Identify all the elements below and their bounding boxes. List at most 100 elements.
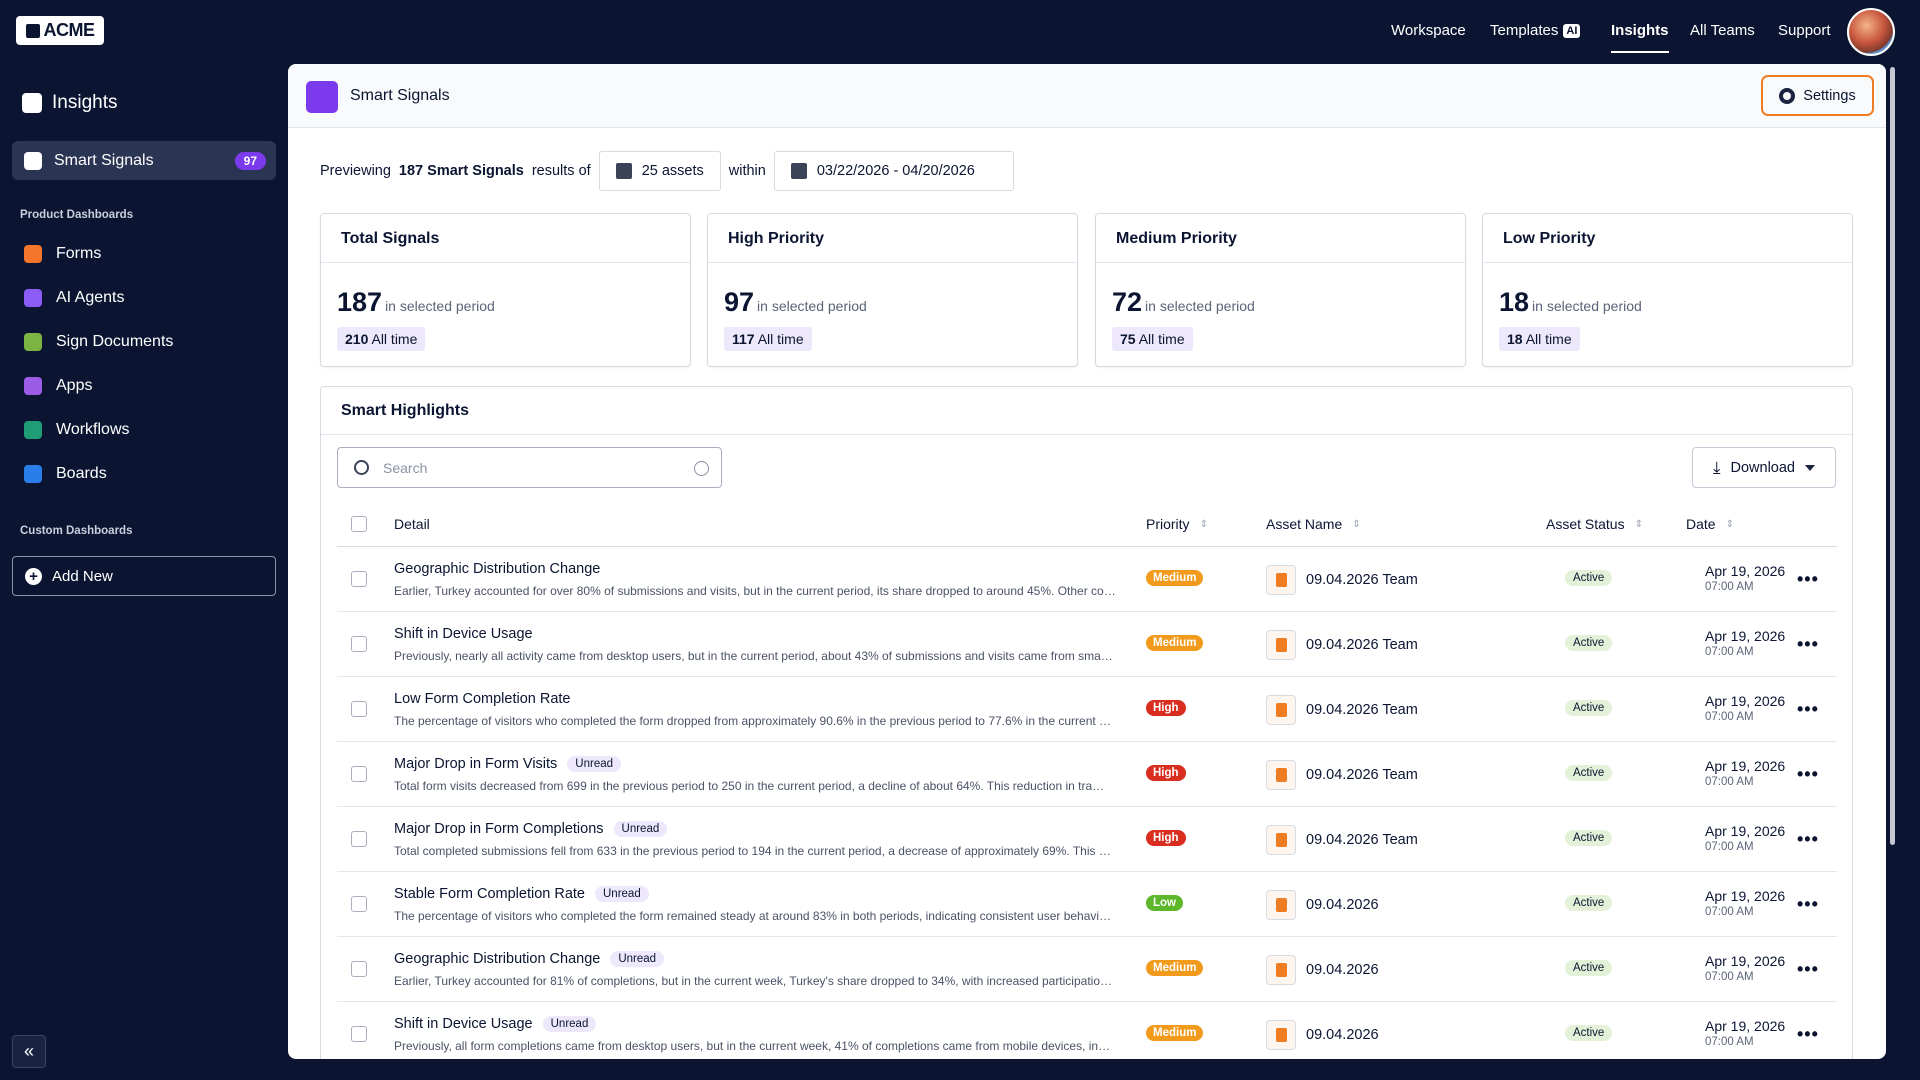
date-picker[interactable]: 03/22/2026 - 04/20/2026 <box>773 151 1014 191</box>
scrollbar[interactable] <box>1890 67 1895 845</box>
column-label: Detail <box>394 516 430 532</box>
text: Previewing <box>320 163 391 179</box>
nav-link[interactable]: Insights <box>1611 22 1669 53</box>
picker-label: 25 assets <box>641 163 704 179</box>
period: in selected period <box>1145 298 1255 314</box>
section-heading: Product Dashboards <box>20 209 134 221</box>
row-checkbox[interactable] <box>351 766 367 782</box>
collapse-button[interactable]: « <box>12 1035 46 1068</box>
priority-badge: High <box>1146 830 1186 846</box>
row-checkbox[interactable] <box>351 961 367 977</box>
table-row[interactable]: Geographic Distribution Change Unread Earl… <box>337 937 1837 1002</box>
row-title: Low Form Completion Rate <box>394 691 571 707</box>
table-row[interactable]: Major Drop in Form Visits Unread Total for… <box>337 742 1837 807</box>
avatar[interactable] <box>1847 8 1895 56</box>
row-checkbox[interactable] <box>351 701 367 717</box>
asset-icon <box>1266 955 1296 985</box>
sidebar-item[interactable]: Workflows <box>24 421 130 439</box>
row-title: Major Drop in Form Visits Unread <box>394 756 622 772</box>
title-text: Major Drop in Form Completions <box>394 821 604 837</box>
row-menu[interactable]: ••• <box>1797 829 1819 849</box>
section-heading: Custom Dashboards <box>20 525 133 537</box>
add-new-button[interactable]: + Add New <box>12 556 276 596</box>
sidebar-item[interactable]: Boards <box>24 465 107 483</box>
title-text: Geographic Distribution Change <box>394 561 601 577</box>
row-description: Previously, nearly all activity came fro… <box>394 649 1113 663</box>
nav-link[interactable]: Support <box>1778 22 1831 39</box>
row-menu[interactable]: ••• <box>1797 764 1819 784</box>
table-row[interactable]: Stable Form Completion Rate Unread The per… <box>337 872 1837 937</box>
row-checkbox[interactable] <box>351 831 367 847</box>
assets-picker[interactable]: 25 assets <box>598 151 721 191</box>
row-description: The percentage of visitors who completed… <box>394 714 1112 728</box>
all-time-value: 210 <box>345 331 369 347</box>
card-divider <box>321 262 690 263</box>
title-text: Geographic Distribution Change <box>394 951 601 967</box>
sidebar-item[interactable]: Sign Documents <box>24 333 173 351</box>
text: within <box>728 163 766 179</box>
nav-link[interactable]: All Teams <box>1690 22 1755 39</box>
nav-label: Workspace <box>1391 22 1466 39</box>
all-time-label: All time <box>1138 331 1185 347</box>
period: in selected period <box>1532 298 1642 314</box>
nav-link[interactable]: Workspace <box>1391 22 1466 39</box>
sidebar-item[interactable]: Forms <box>24 245 101 263</box>
nav-link[interactable]: Templates AI <box>1490 22 1581 39</box>
priority-badge: Medium <box>1146 570 1204 586</box>
time: 07:00 AM <box>1705 1036 1754 1048</box>
table-row[interactable]: Geographic Distribution Change Earlier, T… <box>337 547 1837 612</box>
row-menu[interactable]: ••• <box>1797 569 1819 589</box>
column-header[interactable]: Date ⇕ <box>1686 516 1734 532</box>
row-checkbox[interactable] <box>351 896 367 912</box>
column-header[interactable]: Asset Status ⇕ <box>1546 516 1643 532</box>
all-time-badge: 75 All time <box>1112 327 1193 351</box>
asset-icon <box>1266 760 1296 790</box>
download-button[interactable]: ⤓ Download <box>1692 447 1836 488</box>
card-value: 97 in selected period <box>724 287 867 318</box>
row-menu[interactable]: ••• <box>1797 634 1819 654</box>
row-menu[interactable]: ••• <box>1797 699 1819 719</box>
info-icon[interactable] <box>694 461 709 476</box>
status-badge: Active <box>1565 830 1613 846</box>
sidebar-active-item[interactable]: Smart Signals 97 <box>12 141 276 180</box>
select-all-checkbox[interactable] <box>351 516 367 532</box>
table-row[interactable]: Major Drop in Form Completions Unread Tota… <box>337 807 1837 872</box>
time: 07:00 AM <box>1705 906 1754 918</box>
sidebar-item[interactable]: Apps <box>24 377 92 395</box>
period: in selected period <box>385 298 495 314</box>
table-row[interactable]: Low Form Completion Rate The percentage o… <box>337 677 1837 742</box>
row-description: Total form visits decreased from 699 in … <box>394 779 1105 793</box>
item-label: Apps <box>56 377 93 394</box>
insights-icon <box>22 93 42 113</box>
asset-name: 09.04.2026 Team <box>1306 702 1418 718</box>
row-checkbox[interactable] <box>351 571 367 587</box>
stat-card: Medium Priority 72 in selected period 75 Al… <box>1095 213 1466 367</box>
date: Apr 19, 2026 <box>1705 823 1786 839</box>
all-time-badge: 117 All time <box>724 327 812 351</box>
card-title: Low Priority <box>1503 230 1596 247</box>
card-divider <box>708 262 1077 263</box>
settings-button[interactable]: Settings <box>1761 75 1874 116</box>
column-header[interactable]: Asset Name ⇕ <box>1266 516 1361 532</box>
logo[interactable]: ACME <box>16 16 104 45</box>
all-time-label: All time <box>371 331 418 347</box>
sort-icon: ⇕ <box>1352 518 1361 530</box>
sidebar-item[interactable]: AI Agents <box>24 289 125 307</box>
table-row[interactable]: Shift in Device Usage Unread Previously, a… <box>337 1002 1837 1059</box>
column-header[interactable]: Priority ⇕ <box>1146 516 1208 532</box>
row-menu[interactable]: ••• <box>1797 1024 1819 1044</box>
row-checkbox[interactable] <box>351 636 367 652</box>
time: 07:00 AM <box>1705 646 1754 658</box>
asset-name: 09.04.2026 Team <box>1306 572 1418 588</box>
search-input[interactable]: Search <box>337 447 722 488</box>
row-menu[interactable]: ••• <box>1797 959 1819 979</box>
row-menu[interactable]: ••• <box>1797 894 1819 914</box>
button-label: Download <box>1730 459 1796 476</box>
column-label: Priority <box>1146 516 1190 532</box>
asset-name: 09.04.2026 <box>1306 962 1379 978</box>
button-label: Settings <box>1803 87 1856 104</box>
table-row[interactable]: Shift in Device Usage Previously, nearly … <box>337 612 1837 677</box>
row-checkbox[interactable] <box>351 1026 367 1042</box>
card-divider <box>1096 262 1465 263</box>
placeholder: Search <box>383 459 428 476</box>
